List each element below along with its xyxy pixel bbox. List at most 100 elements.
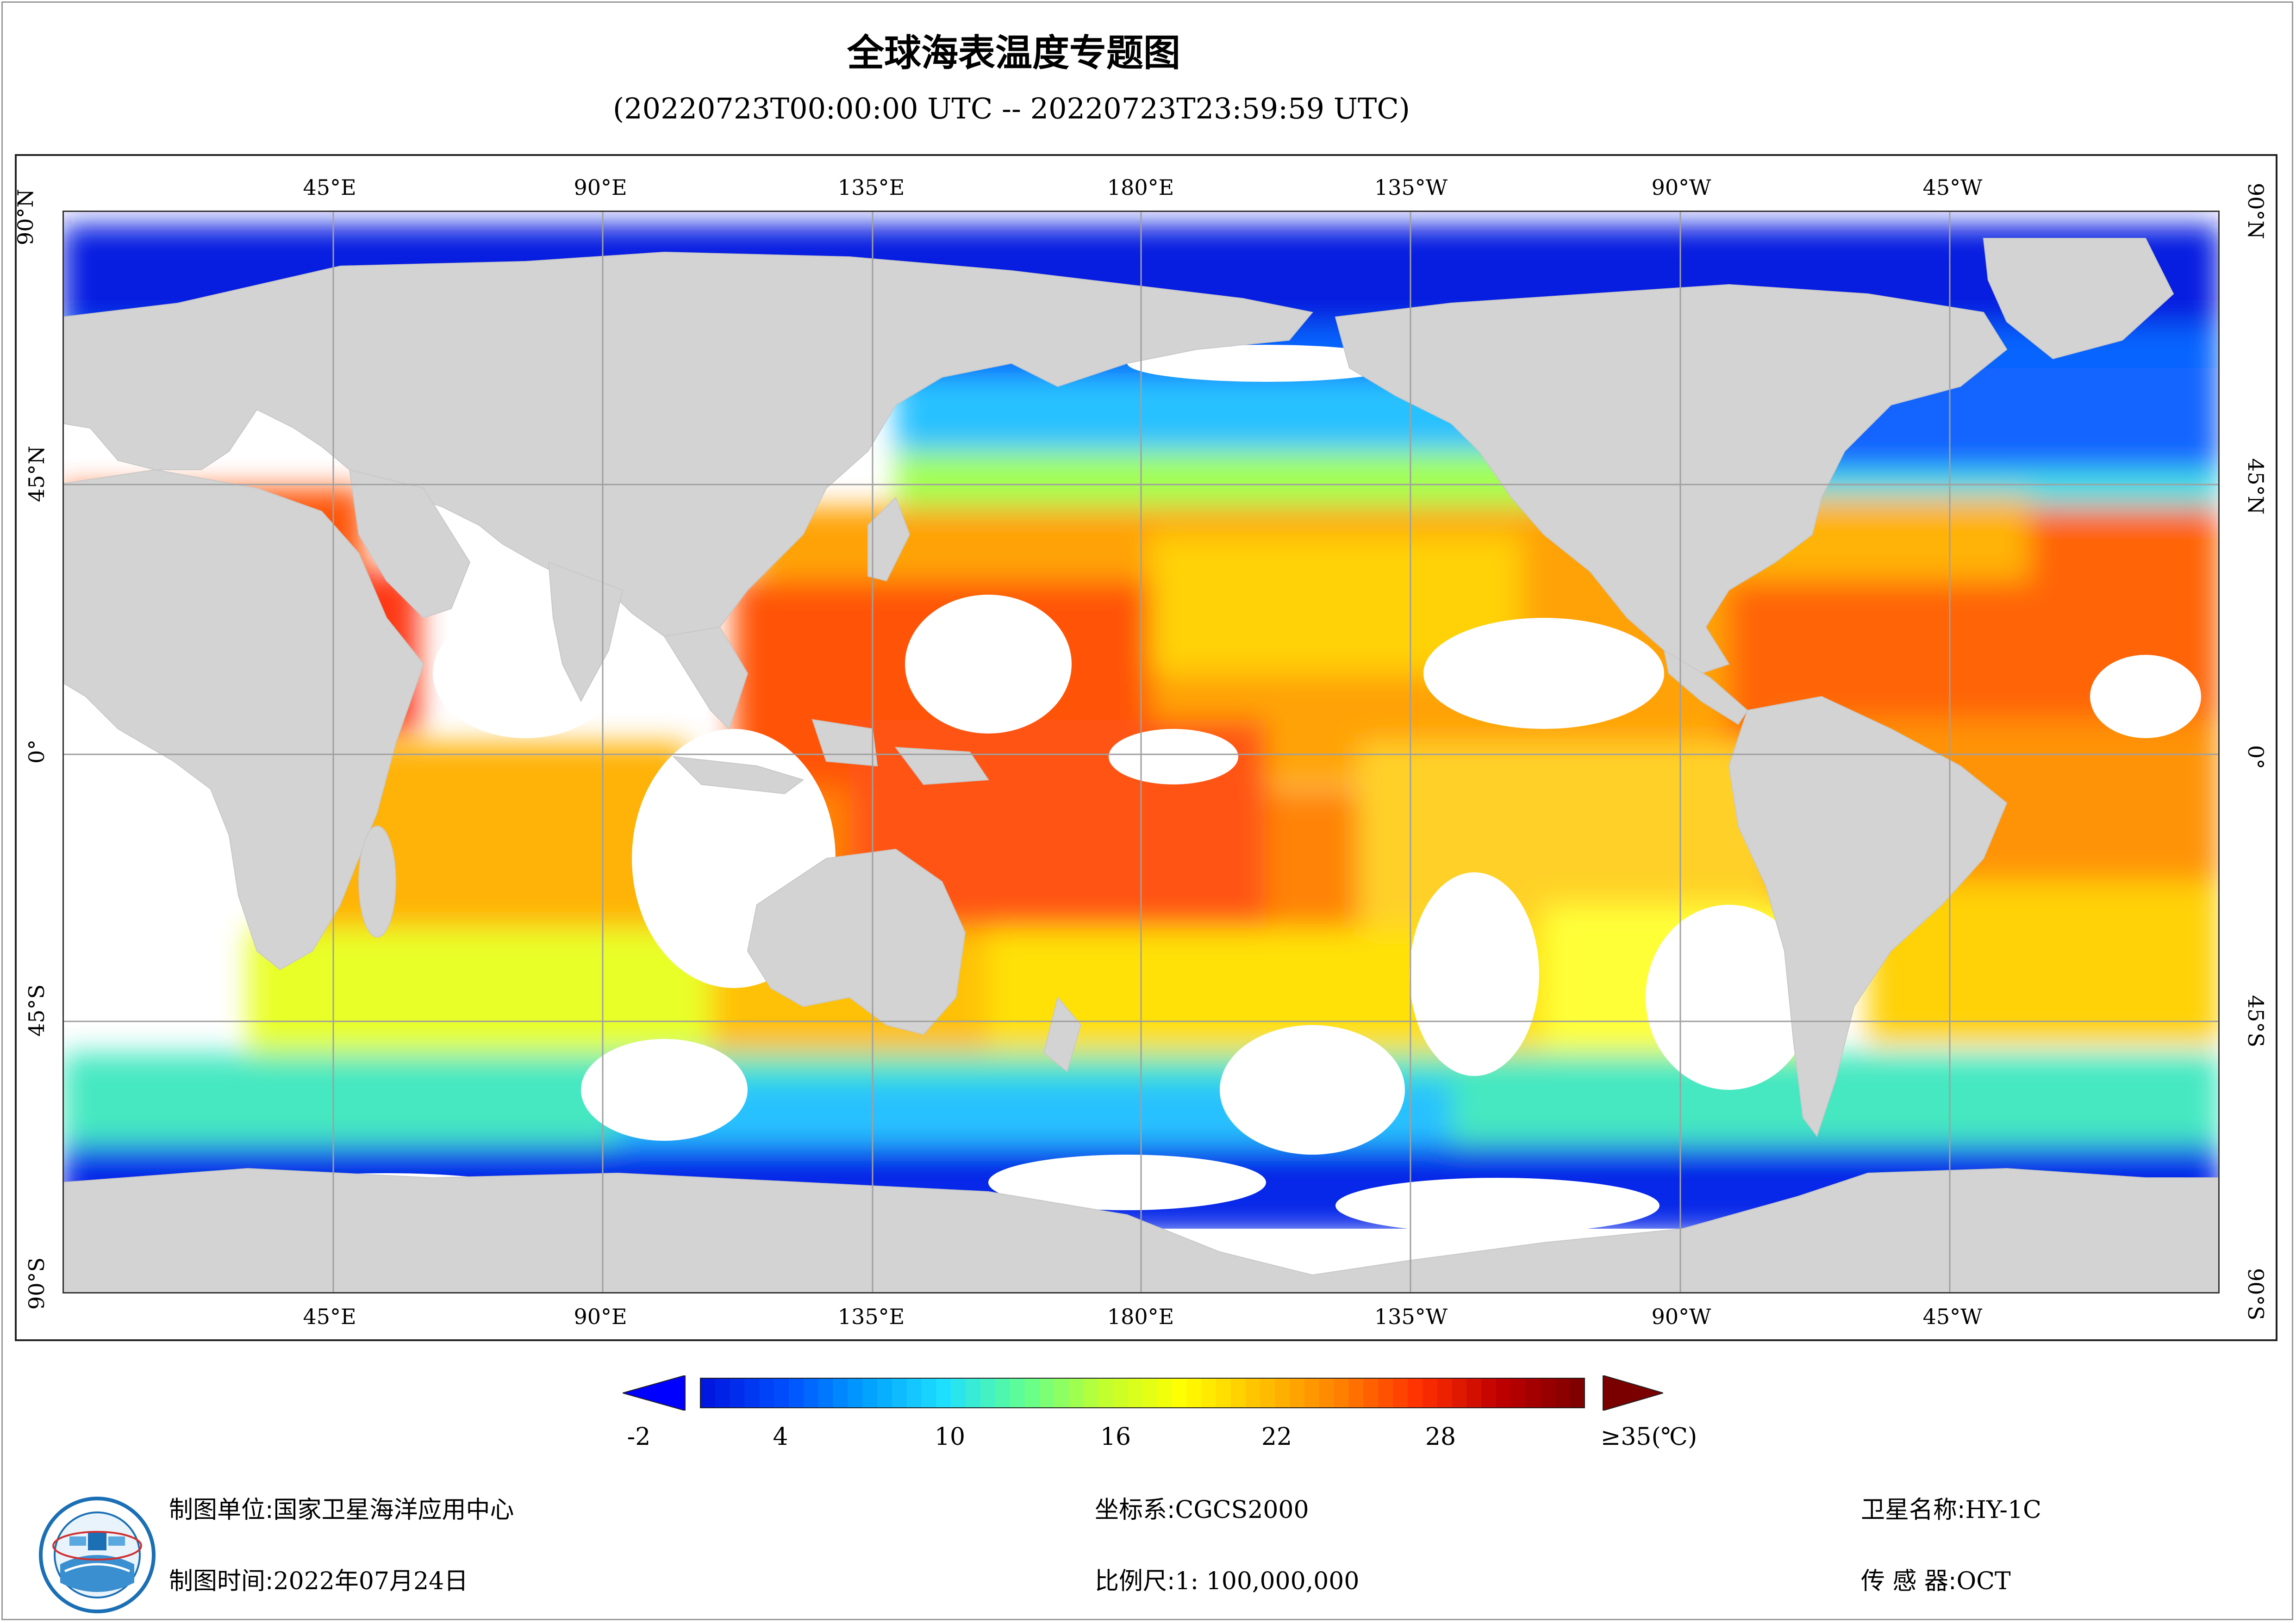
colorbar-step: [715, 1378, 730, 1408]
colorbar-tick: ≥35(℃): [1600, 1423, 1697, 1451]
lon-label-top: 45°W: [1922, 175, 1983, 200]
colorbar-step: [995, 1378, 1011, 1408]
lon-label-bottom: 135°E: [837, 1304, 905, 1329]
colorbar-step: [1024, 1378, 1040, 1408]
sst-map: [62, 211, 2220, 1293]
satellite-label: 卫星名称:: [1861, 1496, 1965, 1524]
lon-label-top: 135°W: [1374, 175, 1448, 200]
colorbar-step: [1570, 1378, 1585, 1408]
colorbar-step: [980, 1378, 996, 1408]
colorbar-step: [1010, 1378, 1025, 1408]
colorbar-step: [1378, 1378, 1393, 1408]
production-date-label: 制图时间:: [169, 1567, 274, 1595]
colorbar-step: [966, 1378, 981, 1408]
map-title: 全球海表温度专题图: [847, 31, 1180, 75]
colorbar-step: [1452, 1378, 1467, 1408]
colorbar-step: [744, 1378, 760, 1408]
colorbar-step: [1481, 1378, 1497, 1408]
colorbar-step: [789, 1378, 804, 1408]
lat-label-right: 90°S: [2243, 1268, 2268, 1321]
colorbar-tick: -2: [627, 1423, 651, 1451]
colorbar-step: [1216, 1378, 1231, 1408]
lon-label-bottom: 45°E: [303, 1304, 356, 1329]
scale-value: 1: 100,000,000: [1175, 1567, 1360, 1595]
colorbar-tick: 4: [773, 1423, 788, 1451]
colorbar-step: [877, 1378, 892, 1408]
colorbar-step: [1555, 1378, 1570, 1408]
colorbar-step: [1113, 1378, 1128, 1408]
map-frame: [15, 154, 2277, 1341]
colorbar-step: [818, 1378, 834, 1408]
lat-label-left: 45°N: [24, 446, 49, 502]
colorbar-step: [906, 1378, 922, 1408]
colorbar-tick: 28: [1425, 1423, 1456, 1451]
colorbar-step: [1363, 1378, 1379, 1408]
colorbar-step: [1128, 1378, 1143, 1408]
lon-label-bottom: 180°E: [1107, 1304, 1174, 1329]
lon-label-bottom: 90°E: [574, 1304, 627, 1329]
crs-label: 坐标系:: [1095, 1496, 1175, 1524]
colorbar-step: [1231, 1378, 1246, 1408]
colorbar-frame: [700, 1378, 1585, 1408]
satellite-value: HY-1C: [1965, 1496, 2041, 1524]
lat-label-right: 45°S: [2243, 995, 2268, 1048]
lon-label-top: 90°W: [1651, 175, 1711, 200]
colorbar-step: [1245, 1378, 1261, 1408]
lat-label-right: 45°N: [2243, 458, 2268, 515]
colorbar-step: [1510, 1378, 1526, 1408]
colorbar-step: [700, 1378, 716, 1408]
colorbar-step: [1408, 1378, 1423, 1408]
colorbar-step: [1422, 1378, 1438, 1408]
colorbar-step: [1348, 1378, 1364, 1408]
scale-label: 比例尺:: [1095, 1567, 1175, 1595]
colorbar-step: [1186, 1378, 1202, 1408]
colorbar-step: [1290, 1378, 1305, 1408]
colorbar-tick: 16: [1100, 1423, 1131, 1451]
colorbar-step: [892, 1378, 907, 1408]
crs-info: 坐标系:CGCS2000: [1095, 1490, 1309, 1525]
colorbar-step: [759, 1378, 774, 1408]
colorbar-step: [1540, 1378, 1556, 1408]
colorbar-step: [848, 1378, 863, 1408]
colorbar-step: [1039, 1378, 1054, 1408]
colorbar-step: [1496, 1378, 1511, 1408]
colorbar-step: [1172, 1378, 1187, 1408]
producer-value: 国家卫星海洋应用中心: [273, 1496, 514, 1524]
colorbar-step: [862, 1378, 878, 1408]
lon-label-top: 90°E: [574, 175, 627, 200]
colorbar-step: [730, 1378, 745, 1408]
colorbar-step: [774, 1378, 789, 1408]
production-date-info: 制图时间:2022年07月24日: [169, 1561, 468, 1596]
colorbar-step: [1275, 1378, 1291, 1408]
sensor-info: 传 感 器:OCT: [1861, 1561, 2011, 1596]
colorbar-step: [1068, 1378, 1084, 1408]
colorbar-step: [1157, 1378, 1173, 1408]
colorbar: [621, 1374, 1665, 1412]
lat-label-left: 0°: [24, 739, 49, 764]
colorbar-step: [1054, 1378, 1069, 1408]
lat-label-left: 90°S: [24, 1257, 49, 1310]
nsoas-logo: [37, 1495, 157, 1615]
sensor-label: 传 感 器:: [1861, 1567, 1957, 1595]
colorbar-gradient: [700, 1378, 1585, 1408]
lon-label-top: 45°E: [303, 175, 356, 200]
producer-label: 制图单位:: [169, 1496, 274, 1524]
colorbar-tick: 22: [1261, 1423, 1292, 1451]
sensor-value: OCT: [1956, 1567, 2011, 1595]
colorbar-step: [1201, 1378, 1217, 1408]
colorbar-over-arrow: [1603, 1374, 1665, 1412]
graticule: [62, 211, 2220, 1293]
colorbar-step: [1393, 1378, 1408, 1408]
colorbar-under-arrow: [621, 1374, 686, 1412]
colorbar-step: [1083, 1378, 1099, 1408]
colorbar-step: [1334, 1378, 1349, 1408]
colorbar-step: [1304, 1378, 1320, 1408]
colorbar-step: [1466, 1378, 1482, 1408]
map-time-range: (20220723T00:00:00 UTC -- 20220723T23:59…: [613, 92, 1410, 125]
colorbar-step: [1319, 1378, 1335, 1408]
lon-label-top: 135°E: [837, 175, 905, 200]
crs-value: CGCS2000: [1175, 1496, 1309, 1524]
colorbar-step: [1142, 1378, 1158, 1408]
lat-label-left: 45°S: [24, 984, 49, 1037]
